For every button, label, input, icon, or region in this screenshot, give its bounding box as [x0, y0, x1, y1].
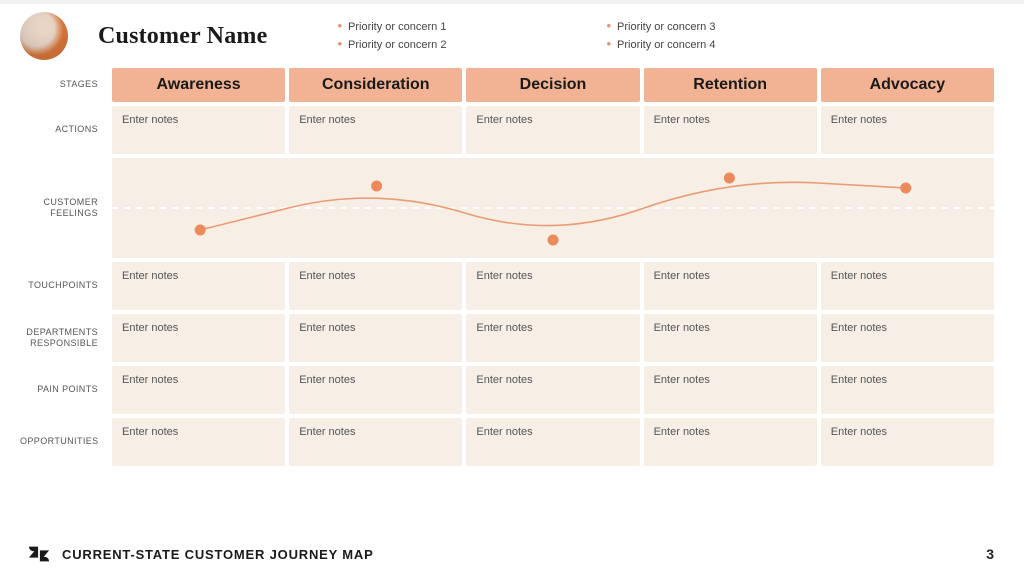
row-label-departments: DEPARTMENTS RESPONSIBLE: [20, 327, 108, 350]
priority-item: Priority or concern 4: [606, 39, 715, 51]
cell-actions[interactable]: Enter notes: [821, 106, 994, 154]
page-number: 3: [986, 546, 994, 562]
row-label-touchpoints: TOUCHPOINTS: [20, 280, 108, 291]
cell-pain[interactable]: Enter notes: [821, 366, 994, 414]
cell-departments[interactable]: Enter notes: [112, 314, 285, 362]
priority-col-1: Priority or concern 1 Priority or concer…: [337, 21, 446, 51]
cell-actions[interactable]: Enter notes: [112, 106, 285, 154]
row-label-pain: PAIN POINTS: [20, 384, 108, 395]
stage-header: Advocacy: [821, 68, 994, 102]
cell-opportunities[interactable]: Enter notes: [821, 418, 994, 466]
row-label-actions: ACTIONS: [20, 124, 108, 135]
priority-item: Priority or concern 1: [337, 21, 446, 33]
cell-departments[interactable]: Enter notes: [466, 314, 639, 362]
cell-departments[interactable]: Enter notes: [644, 314, 817, 362]
priority-item: Priority or concern 2: [337, 39, 446, 51]
footer: CURRENT-STATE CUSTOMER JOURNEY MAP 3: [0, 534, 1024, 574]
cell-touchpoints[interactable]: Enter notes: [289, 262, 462, 310]
cell-departments[interactable]: Enter notes: [821, 314, 994, 362]
cell-touchpoints[interactable]: Enter notes: [466, 262, 639, 310]
avatar: [20, 12, 68, 60]
row-label-feelings: CUSTOMER FEELINGS: [20, 197, 108, 220]
stage-header: Awareness: [112, 68, 285, 102]
feelings-chart: [112, 158, 994, 258]
cell-opportunities[interactable]: Enter notes: [466, 418, 639, 466]
priority-item: Priority or concern 3: [606, 21, 715, 33]
stage-header: Decision: [466, 68, 639, 102]
priority-list: Priority or concern 1 Priority or concer…: [337, 21, 715, 51]
header: Customer Name Priority or concern 1 Prio…: [20, 10, 994, 62]
cell-actions[interactable]: Enter notes: [644, 106, 817, 154]
cell-touchpoints[interactable]: Enter notes: [112, 262, 285, 310]
cell-actions[interactable]: Enter notes: [466, 106, 639, 154]
stage-header: Retention: [644, 68, 817, 102]
slide: Customer Name Priority or concern 1 Prio…: [0, 0, 1024, 574]
cell-pain[interactable]: Enter notes: [644, 366, 817, 414]
priority-col-2: Priority or concern 3 Priority or concer…: [606, 21, 715, 51]
cell-pain[interactable]: Enter notes: [466, 366, 639, 414]
row-label-stages: STAGES: [20, 79, 108, 90]
footer-title: CURRENT-STATE CUSTOMER JOURNEY MAP: [62, 547, 374, 562]
zendesk-logo-icon: [28, 543, 50, 565]
cell-opportunities[interactable]: Enter notes: [112, 418, 285, 466]
cell-pain[interactable]: Enter notes: [289, 366, 462, 414]
cell-touchpoints[interactable]: Enter notes: [821, 262, 994, 310]
customer-name: Customer Name: [98, 23, 267, 50]
cell-pain[interactable]: Enter notes: [112, 366, 285, 414]
cell-actions[interactable]: Enter notes: [289, 106, 462, 154]
top-bar: [0, 0, 1024, 4]
cell-feelings: [112, 158, 994, 258]
row-label-opportunities: OPPORTUNITIES: [20, 436, 108, 447]
cell-opportunities[interactable]: Enter notes: [644, 418, 817, 466]
stage-header: Consideration: [289, 68, 462, 102]
cell-opportunities[interactable]: Enter notes: [289, 418, 462, 466]
cell-departments[interactable]: Enter notes: [289, 314, 462, 362]
cell-touchpoints[interactable]: Enter notes: [644, 262, 817, 310]
journey-grid: STAGES Awareness Consideration Decision …: [20, 68, 994, 520]
